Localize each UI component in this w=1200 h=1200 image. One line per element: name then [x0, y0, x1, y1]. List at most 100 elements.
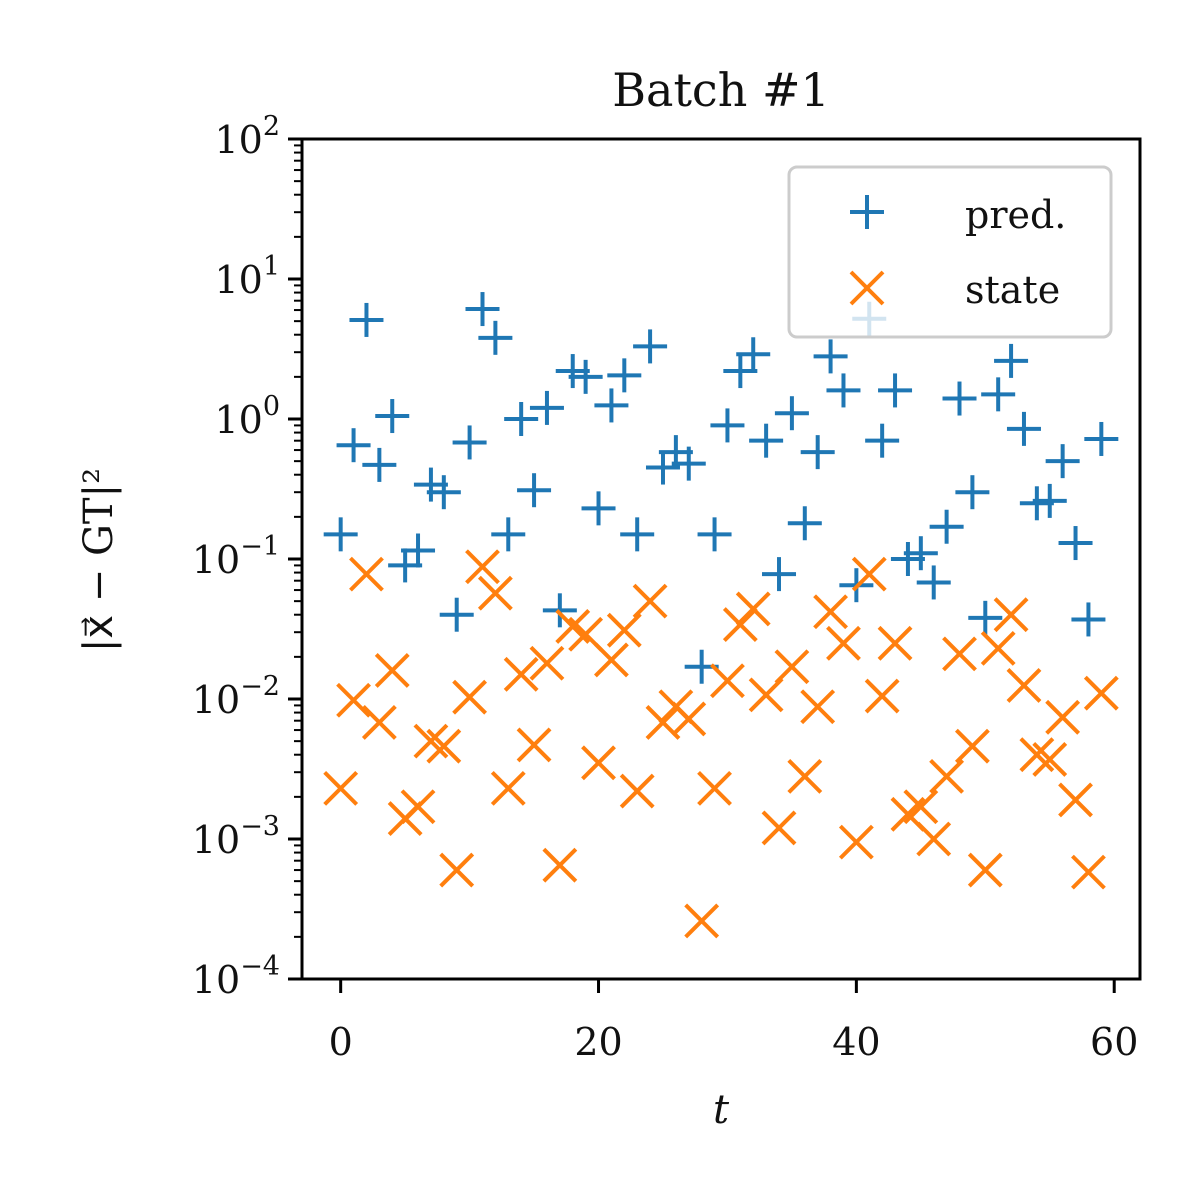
data-point-1-43	[877, 625, 913, 661]
data-point-0-48	[942, 381, 977, 416]
data-point-0-9	[439, 597, 474, 632]
x-tick-label-0: 0	[329, 1020, 353, 1064]
y-axis-label: |x⃗ − GT|²	[76, 468, 122, 652]
data-point-0-57	[1058, 526, 1093, 561]
data-point-0-35	[774, 396, 809, 431]
legend-label-state: state	[965, 268, 1060, 312]
data-point-1-21	[594, 642, 629, 678]
data-point-1-6	[400, 789, 436, 825]
data-point-0-3	[362, 447, 397, 482]
series-state	[323, 549, 1119, 939]
x-axis-label: t	[713, 1087, 730, 1133]
data-point-1-38	[813, 594, 848, 630]
data-point-1-22	[606, 612, 642, 648]
data-point-0-13	[491, 517, 526, 552]
data-point-0-20	[581, 491, 616, 526]
data-point-1-10	[452, 679, 488, 715]
y-tick-label-4: 10−2	[192, 671, 280, 722]
data-point-1-46	[916, 821, 952, 857]
data-point-1-29	[697, 770, 732, 806]
data-point-1-49	[954, 728, 990, 764]
data-point-1-41	[851, 556, 887, 592]
data-point-1-56	[1045, 699, 1081, 735]
data-point-1-42	[864, 678, 900, 714]
y-tick-label-5: 10−3	[192, 811, 280, 862]
data-point-1-3	[361, 705, 397, 740]
data-point-0-29	[697, 517, 732, 552]
data-point-0-46	[916, 565, 951, 600]
legend-marker-pred	[850, 195, 884, 229]
data-point-0-42	[865, 423, 900, 458]
data-point-0-6	[401, 533, 436, 568]
data-point-0-58	[1071, 602, 1106, 637]
data-point-0-34	[762, 557, 797, 592]
data-point-0-14	[504, 402, 539, 436]
data-point-0-1	[336, 428, 371, 463]
plot-marks	[323, 292, 1119, 939]
data-point-0-32	[736, 337, 771, 372]
data-point-1-24	[632, 583, 668, 619]
data-point-0-12	[478, 320, 513, 355]
data-point-0-4	[375, 399, 410, 434]
legend-marker-state	[849, 270, 885, 306]
data-point-1-40	[838, 824, 874, 860]
y-tick-label-0: 102	[214, 111, 280, 162]
data-point-0-15	[517, 473, 552, 508]
data-point-0-27	[671, 446, 706, 481]
data-point-1-51	[980, 630, 1016, 666]
data-point-1-7	[413, 723, 449, 759]
legend-marker-state-shape	[849, 270, 885, 306]
data-point-1-16	[529, 645, 565, 681]
data-point-1-12	[477, 575, 513, 611]
data-point-0-47	[929, 509, 964, 544]
data-point-1-17	[542, 847, 578, 883]
data-point-1-8	[426, 728, 462, 764]
data-point-0-36	[787, 506, 822, 541]
data-point-1-20	[581, 745, 616, 781]
data-point-1-34	[761, 810, 797, 846]
data-point-0-53	[1006, 411, 1041, 446]
data-point-1-9	[439, 852, 475, 888]
data-point-0-2	[349, 302, 384, 337]
chart-title: Batch #1	[612, 63, 830, 117]
data-point-0-16	[529, 390, 564, 425]
data-point-1-13	[490, 770, 526, 806]
data-point-1-0	[323, 770, 359, 806]
series-pred	[323, 292, 1119, 684]
data-point-1-57	[1058, 782, 1093, 818]
data-point-1-23	[619, 773, 655, 809]
data-point-1-45	[903, 789, 939, 825]
data-point-1-14	[503, 656, 539, 692]
data-point-0-49	[955, 475, 990, 510]
data-point-1-59	[1083, 675, 1119, 711]
legend-marker-pred-shape	[850, 195, 884, 229]
axis-ticks: 0 20 40 60 102 101 100 10−1 10−2 10−3 10−4	[192, 111, 1139, 1064]
legend: pred. state	[787, 165, 1113, 339]
data-point-0-33	[749, 423, 784, 458]
data-point-0-17	[542, 593, 577, 628]
data-point-1-4	[374, 653, 410, 688]
data-point-0-30	[710, 408, 745, 443]
y-tick-label-6: 10−4	[192, 951, 280, 1002]
data-point-1-47	[929, 758, 965, 794]
plot-frame	[300, 137, 1142, 981]
y-tick-label-3: 10−1	[192, 531, 280, 582]
data-point-1-53	[1006, 668, 1042, 703]
data-point-0-8	[426, 475, 461, 510]
data-point-1-37	[800, 689, 836, 725]
data-point-0-55	[1032, 483, 1067, 518]
data-point-1-28	[684, 903, 720, 939]
data-point-1-11	[465, 549, 500, 585]
data-point-0-56	[1045, 444, 1080, 479]
data-point-0-19	[568, 359, 603, 394]
data-point-0-10	[452, 425, 487, 460]
data-point-1-52	[993, 597, 1029, 633]
data-point-0-59	[1084, 421, 1119, 456]
x-tick-label-1: 20	[574, 1020, 622, 1064]
data-point-1-58	[1071, 854, 1106, 890]
data-point-0-52	[994, 343, 1029, 378]
data-point-0-22	[607, 358, 642, 393]
data-point-1-15	[516, 727, 552, 763]
data-point-0-23	[620, 517, 655, 552]
